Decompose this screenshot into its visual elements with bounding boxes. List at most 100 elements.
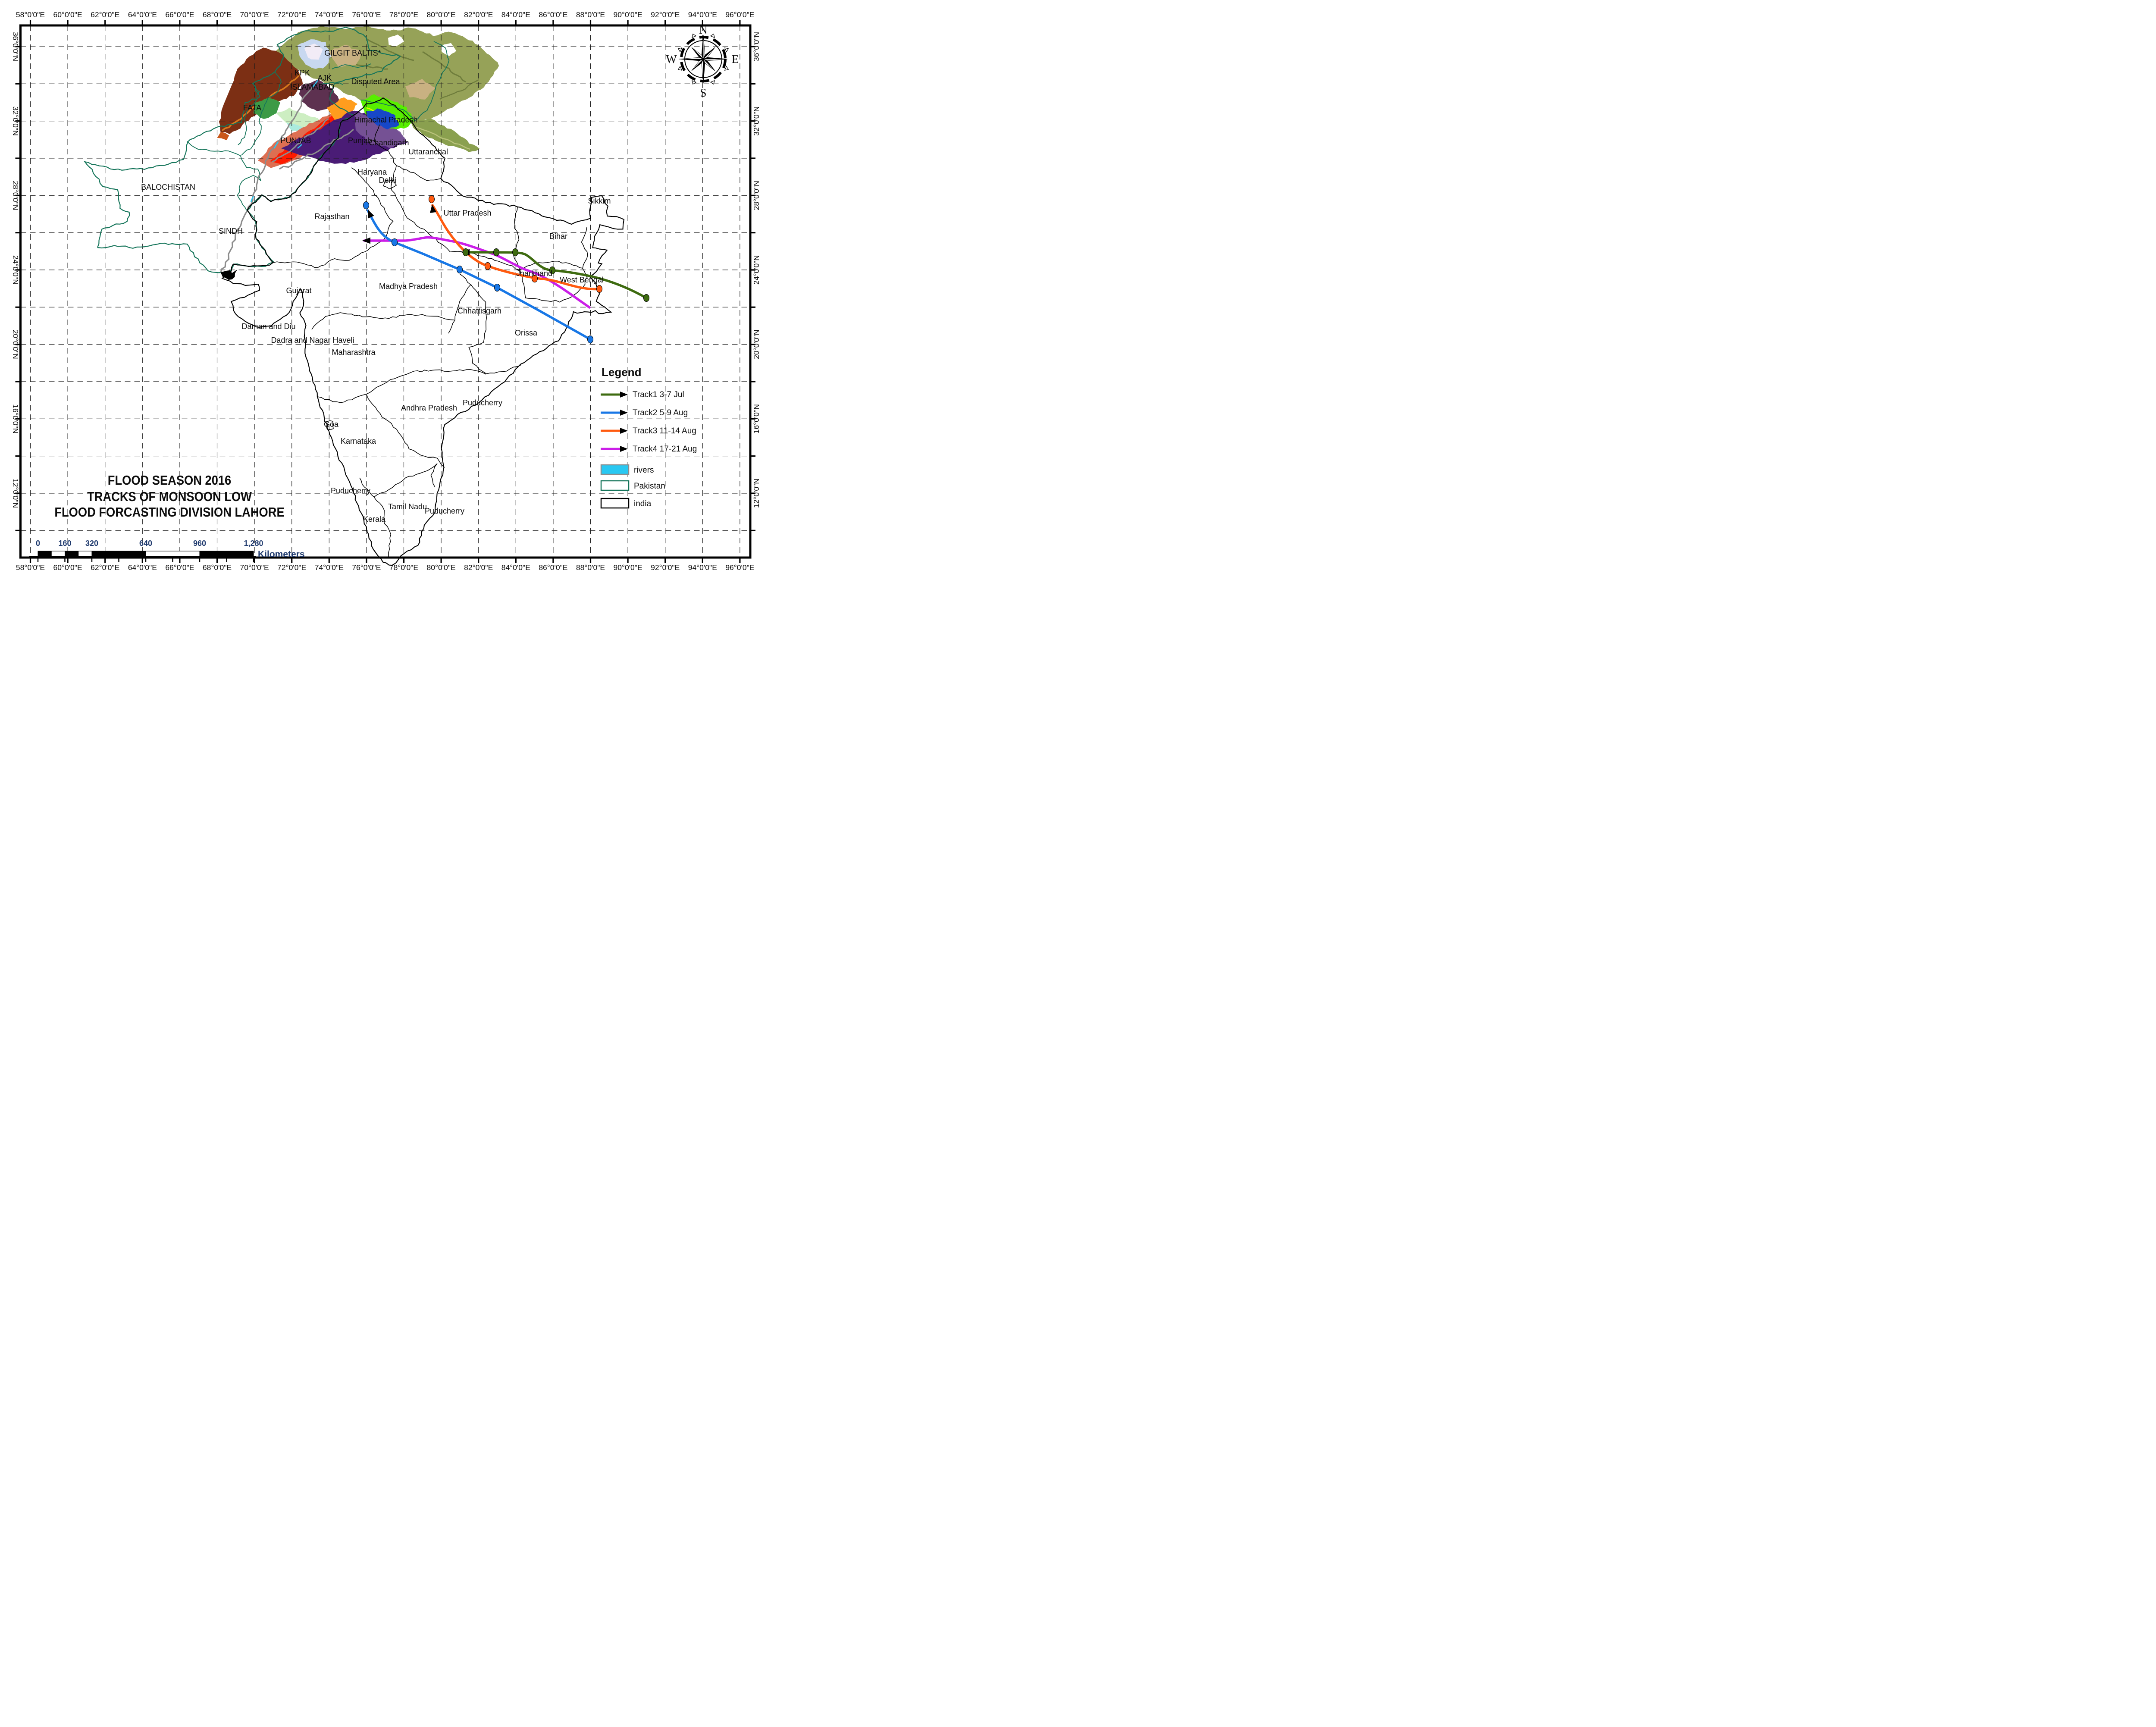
axis-label-bottom: 62°0'0"E: [91, 563, 119, 572]
scale-bar-segment: [91, 551, 146, 557]
track3-arrowhead: [430, 204, 437, 213]
region-label-delhi: Delhi: [379, 176, 396, 185]
compass-outer-pointer: [692, 80, 697, 85]
map-title-line2: TRACKS OF MONSOON LOW: [87, 489, 252, 504]
axis-label-bottom: 94°0'0"E: [688, 563, 717, 572]
legend: Legend Track1 3-7 Jul Track2 5-9 Aug Track…: [600, 366, 697, 509]
compass-outer-pointer: [710, 80, 715, 85]
india-state-boundary: [373, 463, 438, 498]
region-label-punjab: Punjab: [348, 136, 372, 145]
terrain-streak: [366, 38, 414, 61]
region-label-rajasthan: Rajasthan: [314, 212, 349, 221]
axis-label-bottom: 74°0'0"E: [315, 563, 344, 572]
india-state-boundary: [396, 165, 442, 181]
track2-dot-2: [494, 284, 500, 291]
compass-letter-north: N: [699, 23, 708, 36]
compass-outer-pointer: [677, 47, 683, 53]
legend-track2-arrow: [620, 410, 628, 416]
region-label-himachal-pradesh: Himachal Pradesh: [354, 116, 417, 124]
track2-dot-3: [457, 266, 463, 273]
title-block: FLOOD SEASON 2016 TRACKS OF MONSOON LOW …: [54, 473, 284, 520]
terrain-patch: [405, 79, 436, 100]
axis-label-bottom: 88°0'0"E: [576, 563, 605, 572]
axis-label-bottom: 92°0'0"E: [651, 563, 680, 572]
axis-label-left: 28°0'0"N: [11, 181, 20, 210]
region-label-andhra-pradesh: Andhra Pradesh: [401, 404, 457, 412]
region-label-puducherry: Puducherry: [463, 398, 502, 407]
axis-label-top: 88°0'0"E: [576, 10, 605, 19]
river-cyan-segment: [250, 196, 254, 202]
india-state-boundary: [273, 167, 394, 268]
track2-dot-1: [587, 335, 593, 343]
axis-label-top: 80°0'0"E: [427, 10, 456, 19]
terrain-patch: [354, 112, 407, 148]
terrain-patch: [388, 34, 404, 47]
pakistan-province-boundary: [187, 141, 261, 211]
map-title-line1: FLOOD SEASON 2016: [108, 473, 231, 488]
terrain-patch: [411, 119, 480, 152]
axis-label-left: 36°0'0"N: [11, 32, 20, 61]
track3-dot-3: [485, 262, 491, 270]
axis-label-top: 62°0'0"E: [91, 10, 119, 19]
axis-label-top: 70°0'0"E: [240, 10, 269, 19]
track3-dot-2: [532, 275, 538, 282]
map-page: GILGIT BALTIS* KPK AJK ISLAMABAD Disputed Ar…: [0, 0, 768, 576]
axis-label-right: 12°0'0"N: [752, 479, 761, 508]
india-state-boundary: [430, 463, 438, 488]
axis-label-bottom: 72°0'0"E: [277, 563, 306, 572]
region-label-goa: Goa: [324, 420, 339, 429]
legend-swatch-pakistan: [600, 480, 630, 491]
track4-arrowhead: [362, 237, 370, 244]
scale-number-320: 320: [85, 539, 98, 548]
axis-label-bottom: 86°0'0"E: [539, 563, 567, 572]
india-state-boundary: [448, 273, 471, 334]
india-state-boundary: [388, 150, 398, 201]
axis-label-left: 24°0'0"N: [11, 255, 20, 285]
terrain-streak: [439, 79, 479, 100]
region-label-orissa: Orissa: [515, 329, 538, 337]
axis-label-top: 84°0'0"E: [501, 10, 530, 19]
india-state-boundary: [366, 394, 445, 468]
terrain-patch: [367, 108, 399, 130]
compass-outer-pointer: [724, 47, 729, 53]
terrain-patch: [327, 97, 358, 122]
region-label-dadra-and-nagar-haveli: Dadra and Nagar Haveli: [271, 336, 354, 345]
legend-track3-label: Track3 11-14 Aug: [633, 426, 696, 436]
scale-bar-segment: [145, 551, 200, 557]
terrain-streak: [422, 51, 466, 83]
axis-label-left: 32°0'0"N: [11, 107, 20, 136]
axis-label-top: 68°0'0"E: [203, 10, 232, 19]
legend-track2-label: Track2 5-9 Aug: [633, 408, 688, 417]
track3-dot-1: [596, 285, 602, 293]
axis-label-top: 60°0'0"E: [53, 10, 82, 19]
axis-label-top: 96°0'0"E: [725, 10, 754, 19]
axis-label-bottom: 78°0'0"E: [389, 563, 418, 572]
region-label-puducherry: Puducherry: [331, 486, 370, 495]
axis-label-left: 20°0'0"N: [11, 330, 20, 359]
legend-title: Legend: [602, 366, 641, 379]
region-label-gilgit-baltis-: GILGIT BALTIS*: [324, 49, 381, 57]
region-label-bihar: Bihar: [549, 232, 567, 241]
region-label-karnataka: Karnataka: [341, 437, 376, 445]
terrain-patch: [219, 47, 303, 135]
axis-label-bottom: 58°0'0"E: [16, 563, 45, 572]
axis-label-top: 74°0'0"E: [315, 10, 344, 19]
region-label-punjab: PUNJAB: [280, 136, 311, 145]
graticule-grid: [20, 25, 750, 558]
region-label-disputed-area: Disputed Area: [351, 77, 400, 86]
compass-group: N E S W: [666, 23, 739, 99]
compass-letter-west: W: [666, 53, 677, 66]
region-label-haryana: Haryana: [357, 168, 387, 176]
india-state-boundary: [359, 477, 392, 557]
region-label-islamabad: ISLAMABAD: [290, 83, 334, 91]
compass-outer-pointer: [724, 66, 729, 71]
india-state-boundary: [317, 369, 486, 403]
legend-area-label-rivers: rivers: [634, 466, 654, 475]
region-label-ajk: AJK: [317, 74, 332, 82]
axis-label-top: 72°0'0"E: [277, 10, 306, 19]
legend-track1-label: Track1 3-7 Jul: [633, 390, 684, 399]
axis-label-left: 16°0'0"N: [11, 404, 20, 433]
region-label-sikkim: Sikkim: [588, 197, 611, 205]
pakistan-province-boundary: [320, 81, 343, 85]
